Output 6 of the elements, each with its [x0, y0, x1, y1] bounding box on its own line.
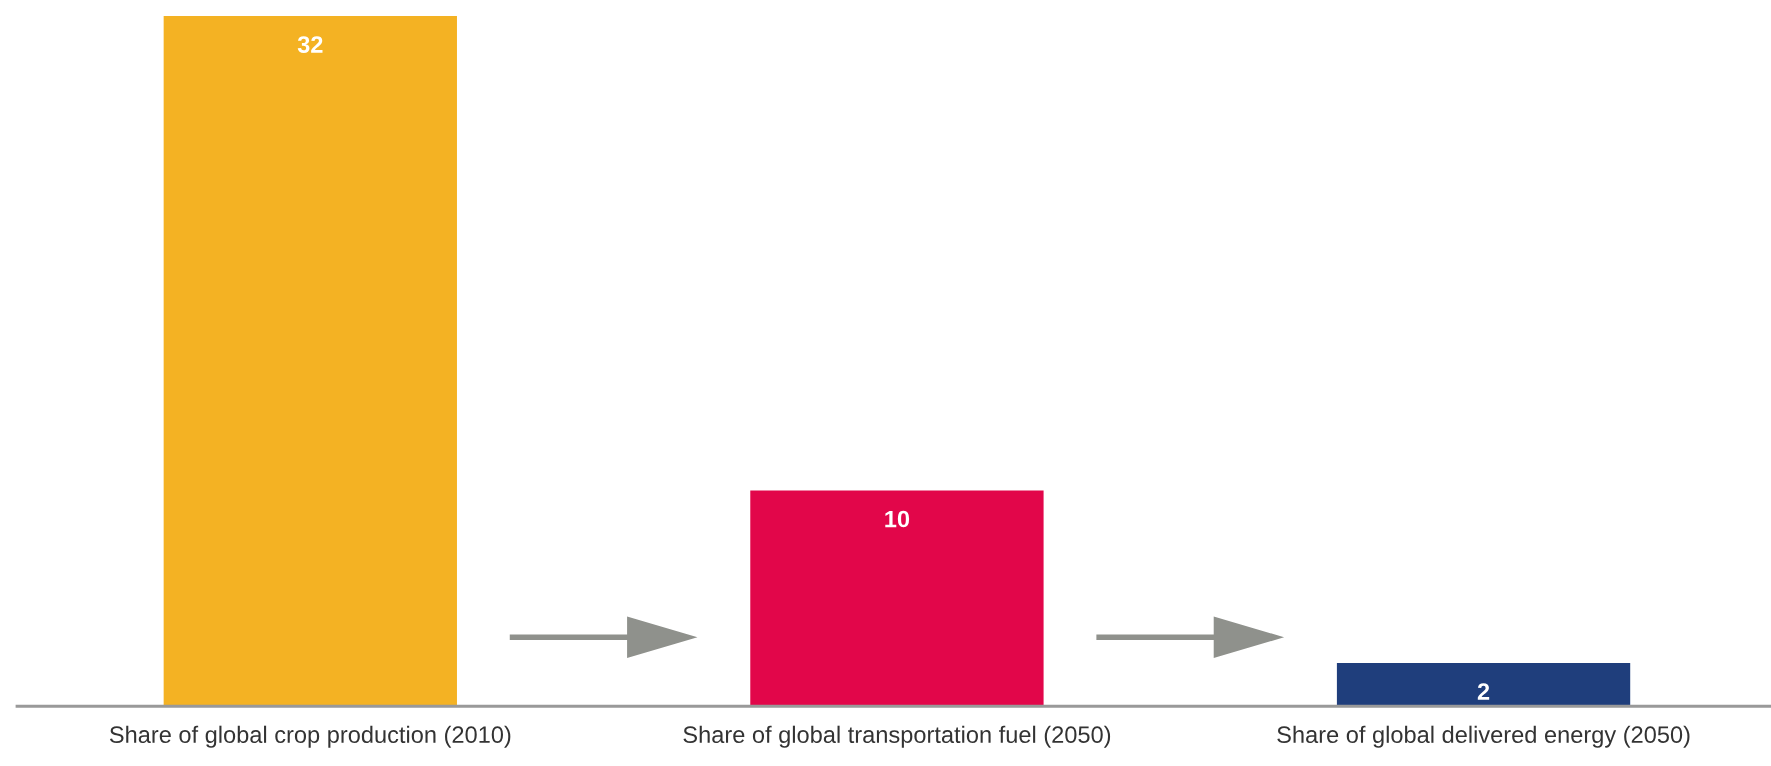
x-tick-label: Share of global crop production (2010) — [109, 725, 511, 748]
x-tick-label: Share of global delivered energy (2050) — [1277, 725, 1690, 748]
data-label: 10 — [885, 510, 910, 528]
data-label: 2 — [1477, 683, 1490, 700]
data-label: 32 — [297, 36, 323, 53]
x-tick-label: Share of global transportation fuel (2050) — [683, 725, 1111, 748]
